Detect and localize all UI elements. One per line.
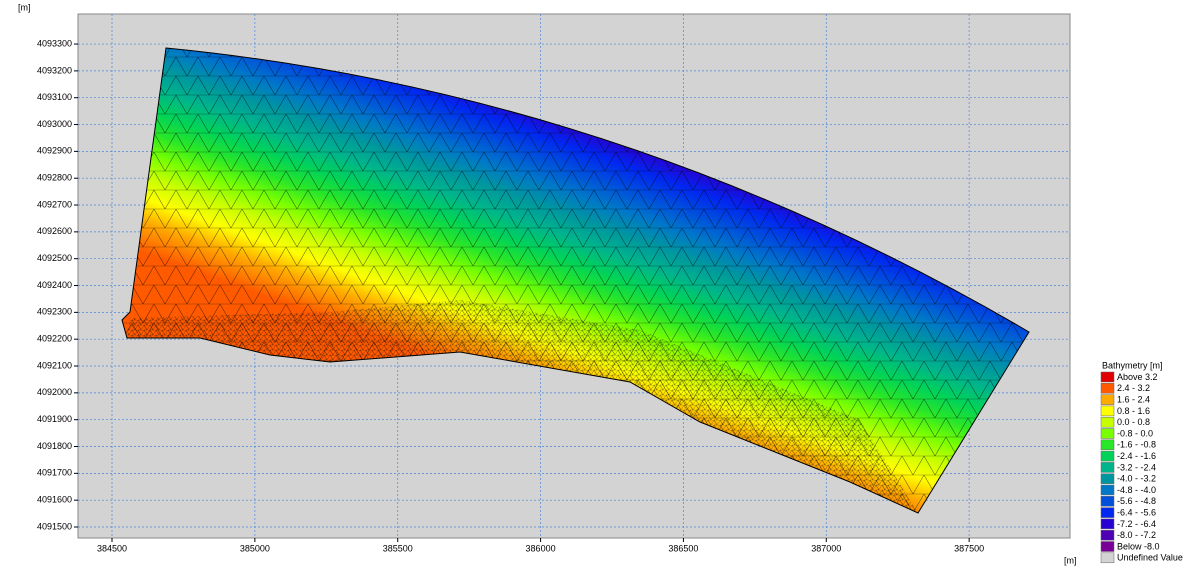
y-tick-label: 4092000	[37, 387, 72, 397]
y-tick-label: 4093000	[37, 119, 72, 129]
legend-swatch	[1101, 519, 1114, 529]
legend-label: -5.6 - -4.8	[1117, 496, 1156, 506]
y-tick-label: 4091500	[37, 521, 72, 531]
y-unit: [m]	[18, 2, 31, 12]
y-tick-label: 4092800	[37, 173, 72, 183]
legend-swatch	[1101, 440, 1114, 450]
y-tick-label: 4091900	[37, 414, 72, 424]
x-tick-label: 386500	[668, 543, 698, 553]
legend-swatch	[1101, 429, 1114, 439]
legend-label: 1.6 - 2.4	[1117, 394, 1150, 404]
legend-swatch	[1101, 395, 1114, 405]
legend-label: -7.2 - -6.4	[1117, 519, 1156, 529]
legend-label: 0.8 - 1.6	[1117, 406, 1150, 416]
legend-swatch	[1101, 553, 1114, 563]
y-tick-label: 4093200	[37, 65, 72, 75]
y-tick-label: 4092500	[37, 253, 72, 263]
y-tick-label: 4091800	[37, 441, 72, 451]
x-tick-label: 386000	[526, 543, 556, 553]
legend-label: -4.0 - -3.2	[1117, 474, 1156, 484]
y-tick-label: 4092200	[37, 334, 72, 344]
legend-swatch	[1101, 530, 1114, 540]
y-tick-label: 4091700	[37, 468, 72, 478]
legend-label: Above 3.2	[1117, 372, 1158, 382]
legend-swatch	[1101, 383, 1114, 393]
legend-label: 2.4 - 3.2	[1117, 383, 1150, 393]
legend-swatch	[1101, 496, 1114, 506]
chart: [m] [m] Bathymetry [m] 384500 385000 38550…	[0, 0, 1194, 570]
legend-label: -4.8 - -4.0	[1117, 485, 1156, 495]
legend-label: -6.4 - -5.6	[1117, 507, 1156, 517]
x-tick-label: 387500	[954, 543, 984, 553]
legend-label: -8.0 - -7.2	[1117, 530, 1156, 540]
y-tick-label: 4091600	[37, 495, 72, 505]
y-tick-label: 4092400	[37, 280, 72, 290]
legend-swatch	[1101, 542, 1114, 552]
x-tick-label: 384500	[97, 543, 127, 553]
legend-label: Below -8.0	[1117, 541, 1160, 551]
legend-label: -0.8 - 0.0	[1117, 428, 1153, 438]
legend-swatch	[1101, 474, 1114, 484]
y-tick-label: 4092700	[37, 199, 72, 209]
legend-label: Undefined Value	[1117, 553, 1183, 563]
legend-swatch	[1101, 462, 1114, 472]
legend-label: -1.6 - -0.8	[1117, 440, 1156, 450]
legend-swatch	[1101, 508, 1114, 518]
legend-swatch	[1101, 451, 1114, 461]
legend-swatch	[1101, 485, 1114, 495]
legend-title: Bathymetry [m]	[1102, 360, 1163, 370]
y-tick-label: 4092600	[37, 226, 72, 236]
y-tick-label: 4093300	[37, 38, 72, 48]
legend-swatch	[1101, 406, 1114, 416]
x-tick-label: 385500	[383, 543, 413, 553]
x-tick-label: 387000	[811, 543, 841, 553]
y-tick-label: 4093100	[37, 92, 72, 102]
legend-swatch	[1101, 417, 1114, 427]
x-tick-label: 385000	[240, 543, 270, 553]
y-tick-label: 4092300	[37, 307, 72, 317]
x-unit: [m]	[1064, 555, 1077, 565]
legend-label: 0.0 - 0.8	[1117, 417, 1150, 427]
legend-swatch	[1101, 372, 1114, 382]
y-tick-label: 4092900	[37, 146, 72, 156]
legend-label: -3.2 - -2.4	[1117, 462, 1156, 472]
y-tick-label: 4092100	[37, 360, 72, 370]
legend-label: -2.4 - -1.6	[1117, 451, 1156, 461]
